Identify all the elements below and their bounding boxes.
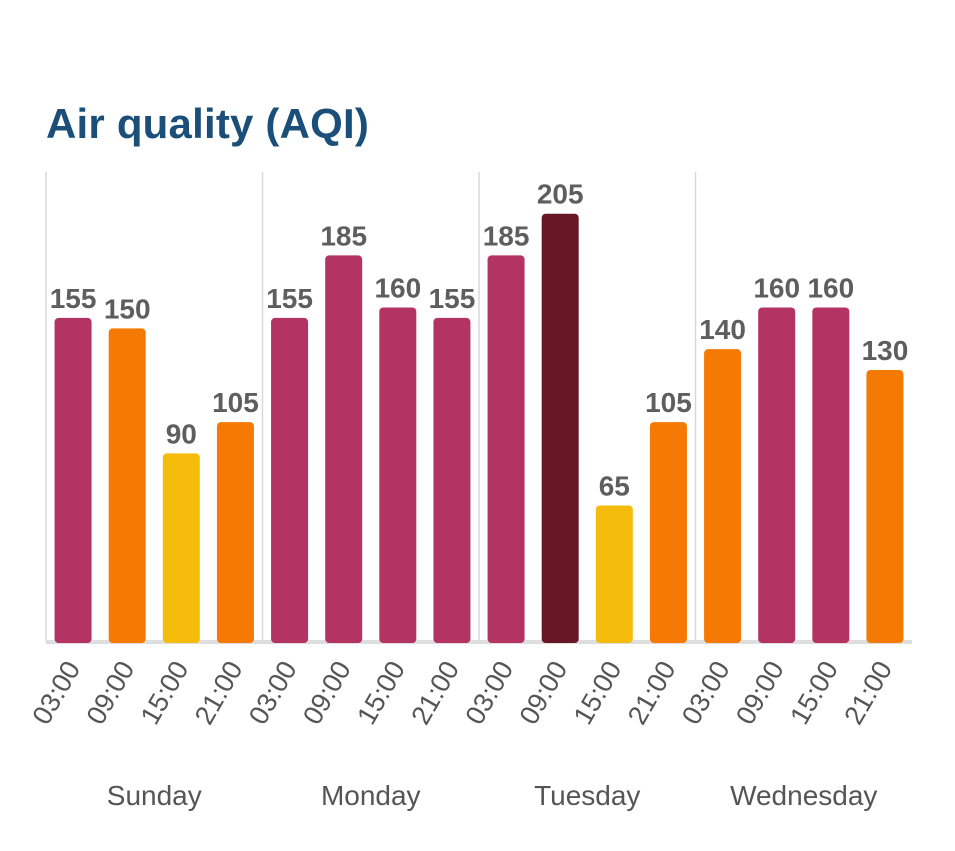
x-tick-labels: 03:0009:0015:0021:0003:0009:0015:0021:00… xyxy=(26,656,898,730)
x-tick-label: 09:00 xyxy=(730,656,790,730)
x-tick-label: 03:00 xyxy=(676,656,736,730)
bar-wednesday-2100 xyxy=(866,370,904,643)
x-tick-label: 03:00 xyxy=(243,656,303,730)
x-tick-label: 21:00 xyxy=(189,656,249,730)
day-label-monday: Monday xyxy=(321,780,421,811)
bar-sunday-2100 xyxy=(216,422,254,643)
x-tick-label: 09:00 xyxy=(514,656,574,730)
x-tick-label: 15:00 xyxy=(351,656,411,730)
value-label: 160 xyxy=(374,272,421,303)
bar-tuesday-1500 xyxy=(595,505,633,643)
bar-wednesday-1500 xyxy=(812,307,850,643)
bar-tuesday-2100 xyxy=(649,422,687,643)
value-label: 185 xyxy=(483,220,530,251)
bar-wednesday-0300 xyxy=(704,349,742,643)
bar-monday-1500 xyxy=(379,307,417,643)
x-tick-label: 09:00 xyxy=(297,656,357,730)
value-label: 155 xyxy=(50,283,97,314)
value-label: 155 xyxy=(429,283,476,314)
bar-wednesday-0900 xyxy=(758,307,796,643)
day-label-sunday: Sunday xyxy=(107,780,202,811)
value-label: 105 xyxy=(212,387,259,418)
bar-monday-0900 xyxy=(325,255,363,643)
value-label: 150 xyxy=(104,293,151,324)
value-label: 130 xyxy=(862,335,909,366)
x-tick-label: 15:00 xyxy=(784,656,844,730)
bar-sunday-0900 xyxy=(108,328,146,643)
bar-tuesday-0900 xyxy=(541,213,579,643)
bar-tuesday-0300 xyxy=(487,255,525,643)
x-tick-label: 15:00 xyxy=(135,656,195,730)
bar-sunday-0300 xyxy=(54,317,92,643)
bar-monday-0300 xyxy=(271,317,309,643)
x-tick-label: 21:00 xyxy=(622,656,682,730)
bars xyxy=(54,213,904,643)
day-labels: Sunday Monday Tuesday Wednesday xyxy=(107,780,878,811)
value-label: 105 xyxy=(645,387,692,418)
x-tick-label: 21:00 xyxy=(838,656,898,730)
x-tick-label: 09:00 xyxy=(81,656,141,730)
value-label: 205 xyxy=(537,179,584,210)
x-tick-label: 03:00 xyxy=(459,656,519,730)
value-label: 90 xyxy=(166,418,197,449)
value-label: 185 xyxy=(320,220,367,251)
x-tick-label: 21:00 xyxy=(405,656,465,730)
value-label: 140 xyxy=(699,314,746,345)
x-tick-label: 15:00 xyxy=(568,656,628,730)
value-label: 160 xyxy=(807,272,854,303)
value-label: 65 xyxy=(599,471,630,502)
bar-monday-2100 xyxy=(433,317,471,643)
bar-sunday-1500 xyxy=(162,453,200,643)
x-tick-label: 03:00 xyxy=(26,656,86,730)
value-label: 155 xyxy=(266,283,313,314)
day-label-wednesday: Wednesday xyxy=(730,780,877,811)
value-label: 160 xyxy=(753,272,800,303)
chart-title: Air quality (AQI) xyxy=(46,100,370,147)
day-label-tuesday: Tuesday xyxy=(534,780,640,811)
